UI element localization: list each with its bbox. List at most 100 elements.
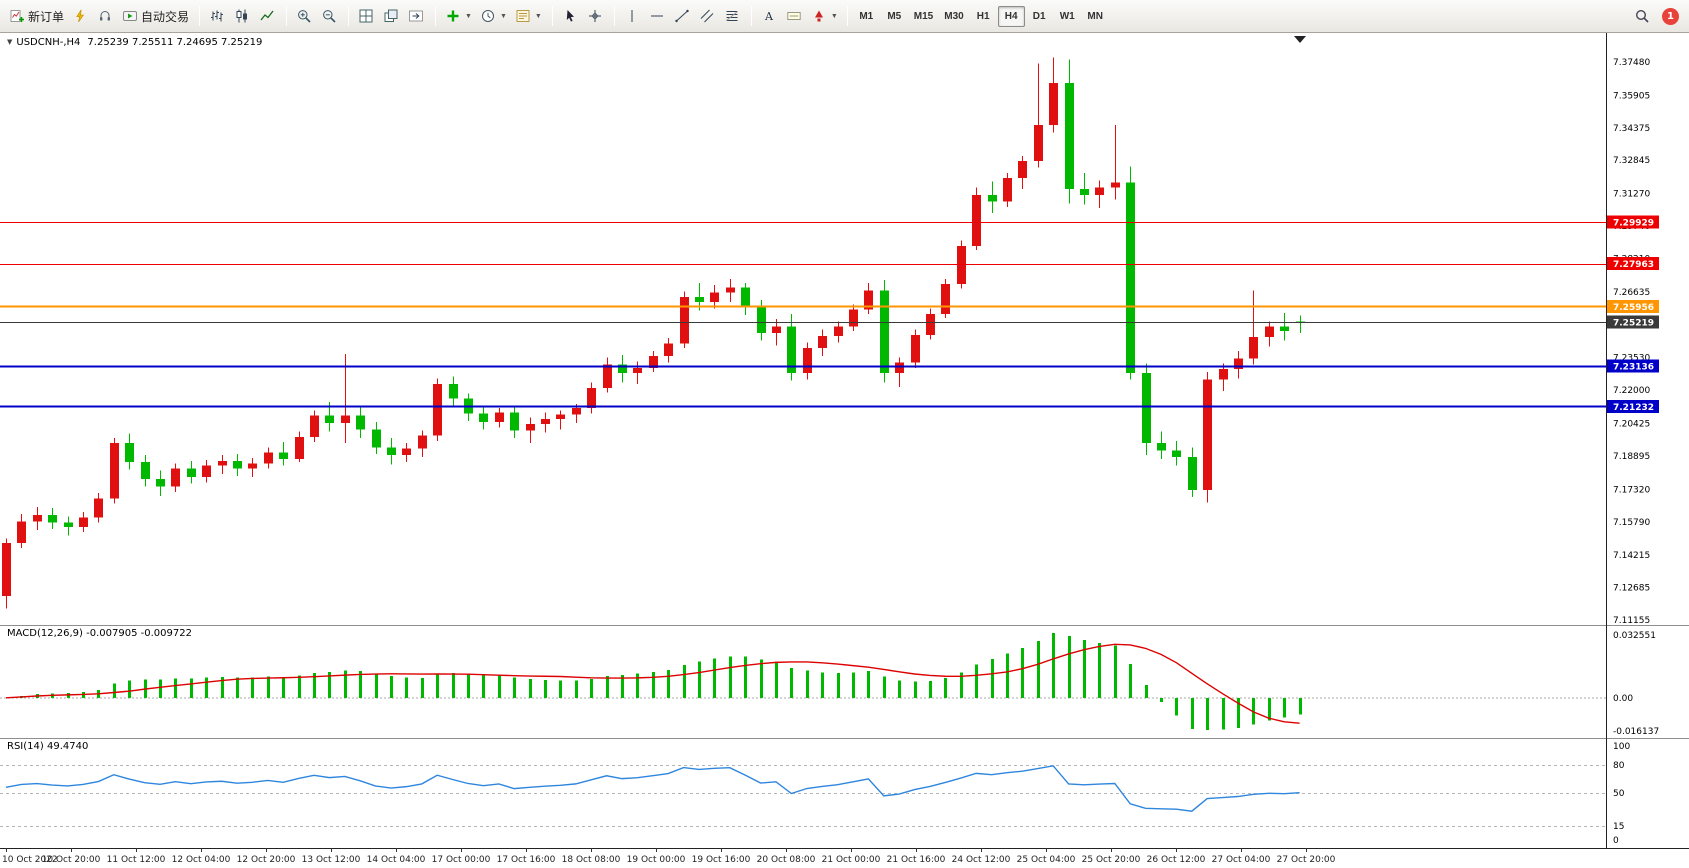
- toolbar-button-groups: 新订单 自动交易 ▼ ▼ ▼ A ▼: [6, 4, 842, 28]
- autotrading-icon: [123, 9, 138, 23]
- candle-body: [941, 284, 950, 314]
- dropdown-caret-icon: ▼: [534, 12, 542, 20]
- indicators-button[interactable]: ▼: [442, 4, 476, 28]
- line-chart-button[interactable]: [256, 4, 280, 28]
- candle-body: [726, 287, 735, 293]
- chart-window: 7.374807.359057.343757.328457.312707.297…: [0, 33, 1689, 868]
- crosshair-button[interactable]: [584, 4, 608, 28]
- candlestick-button[interactable]: [231, 4, 255, 28]
- candle-body: [1065, 82, 1074, 189]
- indicators-icon: [446, 9, 460, 23]
- candle-body: [2, 542, 11, 596]
- candlestick-icon: [235, 9, 249, 23]
- search-button[interactable]: [1631, 4, 1655, 28]
- time-axis-label: 25 Oct 20:00: [1082, 855, 1141, 865]
- toolbar: 新订单 自动交易 ▼ ▼ ▼ A ▼ M1 M5 M15 M30 H1 H4 D1 W1 MN 1: [0, 0, 1689, 33]
- price-axis-label: 7.23530: [1613, 354, 1650, 364]
- candle-body: [834, 326, 843, 337]
- candlestick-chart[interactable]: 7.374807.359057.343757.328457.312707.297…: [0, 33, 1689, 868]
- autotrading-button[interactable]: 自动交易: [119, 4, 193, 28]
- new-order-button[interactable]: 新订单: [6, 4, 68, 28]
- toolbar-separator: [199, 6, 201, 26]
- vertical-line-button[interactable]: [621, 4, 645, 28]
- mql-button[interactable]: [69, 4, 93, 28]
- timeframe-m15[interactable]: M15: [909, 6, 938, 27]
- notification-badge[interactable]: 1: [1662, 7, 1679, 25]
- cursor-button[interactable]: [559, 4, 583, 28]
- candle-body: [1203, 379, 1212, 490]
- candle-body: [1049, 82, 1058, 126]
- bar-chart-button[interactable]: [206, 4, 230, 28]
- rsi-line: [5, 765, 1300, 812]
- periods-button[interactable]: ▼: [477, 4, 511, 28]
- price-badge: [1607, 215, 1659, 229]
- tile-windows-button[interactable]: [355, 4, 379, 28]
- price-badge: [1607, 399, 1659, 413]
- candle-body: [572, 408, 581, 415]
- candle-body: [202, 465, 211, 478]
- toolbar-separator: [551, 6, 553, 26]
- lightning-icon: [73, 9, 87, 23]
- candle-body: [495, 412, 504, 422]
- toolbar-separator: [348, 6, 350, 26]
- horizontal-line-button[interactable]: [646, 4, 670, 28]
- arrows-icon: [812, 9, 826, 23]
- timeframe-m1[interactable]: M1: [853, 6, 880, 27]
- timeframe-m5[interactable]: M5: [881, 6, 908, 27]
- time-axis-label: 10 Oct 20:00: [42, 855, 101, 865]
- candle-body: [803, 347, 812, 374]
- candle-body: [757, 307, 766, 333]
- candle-body: [187, 468, 196, 478]
- candle-body: [926, 313, 935, 336]
- zoom-in-button[interactable]: [293, 4, 317, 28]
- fibonacci-button[interactable]: [721, 4, 745, 28]
- price-axis-label: 7.32845: [1613, 156, 1650, 166]
- arrows-button[interactable]: ▼: [808, 4, 842, 28]
- horizontal-line-icon: [650, 9, 664, 23]
- time-axis-label: 19 Oct 16:00: [692, 855, 751, 865]
- price-badge-label: 7.21232: [1613, 403, 1654, 413]
- text-button[interactable]: A: [758, 4, 782, 28]
- rsi-axis-label: 80: [1613, 761, 1625, 771]
- label-button[interactable]: [783, 4, 807, 28]
- candle-body: [279, 452, 288, 460]
- timeframe-group: M1 M5 M15 M30 H1 H4 D1 W1 MN: [853, 5, 1109, 27]
- candle-body: [33, 515, 42, 522]
- timeframe-h1[interactable]: H1: [970, 6, 997, 27]
- support-button[interactable]: [94, 4, 118, 28]
- price-badge-label: 7.25219: [1613, 318, 1654, 328]
- candle-body: [79, 517, 88, 527]
- timeframe-d1[interactable]: D1: [1026, 6, 1053, 27]
- headset-icon: [98, 9, 112, 23]
- price-badge-label: 7.23136: [1613, 363, 1654, 373]
- time-axis-label: 13 Oct 12:00: [302, 855, 361, 865]
- timeframe-h4[interactable]: H4: [997, 5, 1025, 27]
- trendline-button[interactable]: [671, 4, 695, 28]
- time-axis-label: 10 Oct 2022: [2, 855, 58, 865]
- candle-body: [356, 415, 365, 430]
- candle-body: [772, 326, 781, 333]
- candle-body: [264, 452, 273, 464]
- candle-body: [1249, 337, 1258, 359]
- chart-shift-button[interactable]: [405, 4, 429, 28]
- price-axis-label: 7.26635: [1613, 288, 1650, 298]
- price-axis-label: 7.14215: [1613, 551, 1650, 561]
- channel-button[interactable]: [696, 4, 720, 28]
- timeframe-m30[interactable]: M30: [939, 6, 968, 27]
- cascade-windows-button[interactable]: [380, 4, 404, 28]
- candle-body: [603, 364, 612, 389]
- candle-body: [1034, 125, 1043, 162]
- candle-body: [433, 383, 442, 436]
- candle-body: [1111, 182, 1120, 188]
- timeframe-w1[interactable]: W1: [1054, 6, 1081, 27]
- candle-body: [233, 461, 242, 469]
- candle-body: [1157, 443, 1166, 451]
- candle-body: [695, 296, 704, 303]
- candle-body: [1095, 187, 1104, 196]
- zoom-out-button[interactable]: [318, 4, 342, 28]
- toolbar-separator: [435, 6, 437, 26]
- candle-body: [1265, 326, 1274, 338]
- templates-button[interactable]: ▼: [512, 4, 546, 28]
- timeframe-mn[interactable]: MN: [1082, 6, 1109, 27]
- candle-body: [649, 356, 658, 368]
